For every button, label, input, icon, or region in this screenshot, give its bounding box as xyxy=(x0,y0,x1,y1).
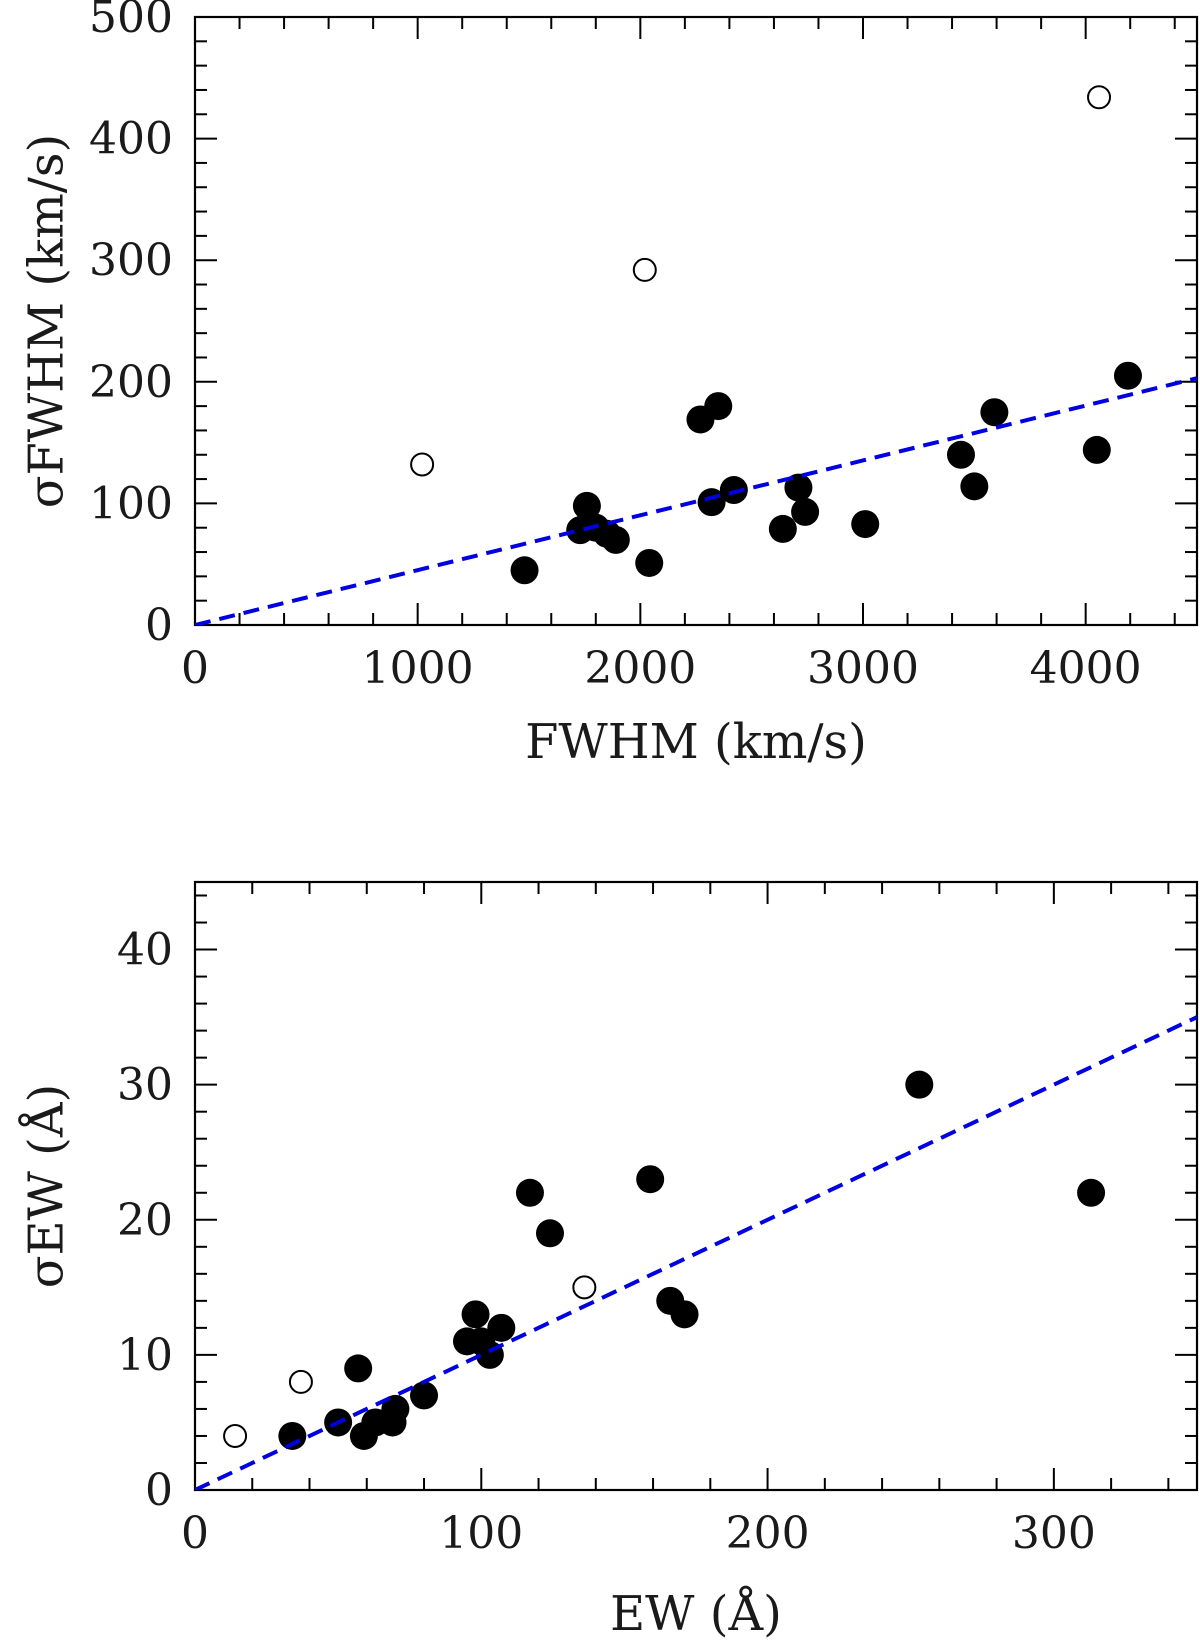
x-tick-label: 300 xyxy=(1012,1508,1096,1559)
filled-data-point xyxy=(946,440,975,469)
y-tick-label: 40 xyxy=(117,925,173,976)
x-tick-label: 200 xyxy=(726,1508,810,1559)
filled-data-point xyxy=(704,392,733,421)
filled-data-point xyxy=(636,1165,665,1194)
x-axis-label: EW (Å) xyxy=(610,1585,782,1642)
filled-data-point xyxy=(535,1219,564,1248)
filled-data-point xyxy=(1082,435,1111,464)
filled-data-point xyxy=(635,548,664,577)
open-data-point xyxy=(410,452,435,477)
y-tick-label: 20 xyxy=(117,1195,173,1246)
filled-data-point xyxy=(791,497,820,526)
filled-data-point xyxy=(510,556,539,585)
plot-frame xyxy=(193,880,1199,1492)
y-tick-label: 10 xyxy=(117,1330,173,1381)
ew-panel: 0 100 200 300 0 10 20 30 40 EW (Å) σEW (Å) xyxy=(18,880,1199,1642)
filled-data-point xyxy=(601,525,630,554)
open-data-point xyxy=(632,257,657,282)
y-tick-label: 400 xyxy=(89,114,173,165)
filled-data-point xyxy=(960,472,989,501)
filled-data-point xyxy=(461,1300,490,1329)
y-tick-label: 100 xyxy=(89,478,173,529)
fit-line xyxy=(195,1015,1197,1490)
y-tick-label: 30 xyxy=(117,1060,173,1111)
y-tick-label: 500 xyxy=(89,0,173,43)
open-data-point xyxy=(1087,85,1112,110)
data-layer xyxy=(195,85,1197,625)
filled-data-point xyxy=(719,476,748,505)
filled-data-point xyxy=(487,1313,516,1342)
x-tick-label: 0 xyxy=(181,1508,209,1559)
y-tick-label: 0 xyxy=(145,600,173,651)
x-axis-label: FWHM (km/s) xyxy=(525,714,867,770)
filled-data-point xyxy=(344,1354,373,1383)
filled-data-point xyxy=(572,491,601,520)
fwhm-panel: 0 1000 2000 3000 4000 0 100 200 300 400 500 FWHM (k… xyxy=(19,0,1199,770)
filled-data-point xyxy=(670,1300,699,1329)
y-axis-label: σFWHM (km/s) xyxy=(19,134,75,509)
filled-data-point xyxy=(1077,1178,1106,1207)
filled-data-point xyxy=(851,510,880,539)
filled-data-point xyxy=(768,514,797,543)
fit-line xyxy=(195,376,1197,625)
x-tick-label: 100 xyxy=(439,1508,523,1559)
open-data-point xyxy=(572,1275,597,1300)
filled-data-point xyxy=(410,1381,439,1410)
y-tick-label: 200 xyxy=(89,357,173,408)
x-tick-label: 4000 xyxy=(1030,643,1142,694)
x-tick-label: 3000 xyxy=(807,643,919,694)
data-layer xyxy=(195,1015,1197,1490)
filled-data-point xyxy=(905,1070,934,1099)
y-tick-label: 300 xyxy=(89,235,173,286)
plot-frame xyxy=(193,15,1199,627)
x-tick-label: 2000 xyxy=(584,643,696,694)
filled-data-point xyxy=(381,1394,410,1423)
filled-data-point xyxy=(784,473,813,502)
x-tick-label: 0 xyxy=(181,643,209,694)
x-tick-label: 1000 xyxy=(362,643,474,694)
y-tick-label: 0 xyxy=(145,1465,173,1516)
open-data-point xyxy=(288,1369,313,1394)
filled-data-point xyxy=(1113,361,1142,390)
open-data-point xyxy=(223,1423,248,1448)
y-axis-label: σEW (Å) xyxy=(18,1084,75,1289)
filled-data-point xyxy=(515,1178,544,1207)
filled-data-point xyxy=(980,398,1009,427)
